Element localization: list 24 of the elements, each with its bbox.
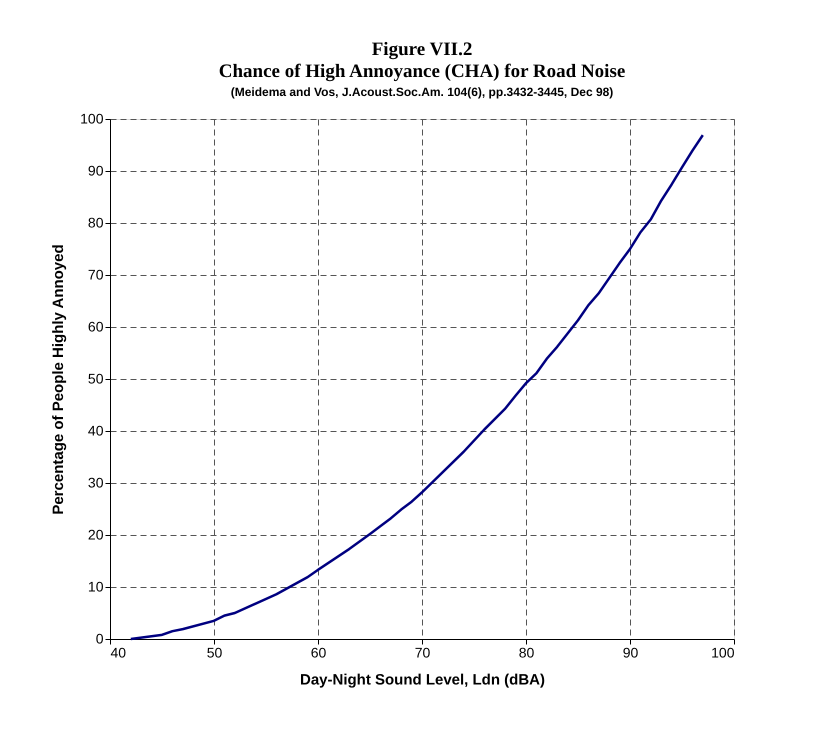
y-tick-label: 20 — [88, 526, 104, 542]
y-tick-label: 80 — [88, 214, 104, 230]
y-tick-label: 60 — [88, 318, 104, 334]
line-series — [130, 134, 704, 640]
x-tick-label: 60 — [310, 644, 326, 660]
chart-title: Figure VII.2 — [372, 39, 472, 60]
x-tick-label: 70 — [414, 644, 430, 660]
y-tick-label: 10 — [88, 578, 104, 594]
text: (Meidema and Vos, J.Acoust.Soc.Am. 104(6), pp.3432-3445, Dec 98) — [230, 85, 614, 99]
x-tick-label: 80 — [518, 644, 534, 660]
y-tick-label: 50 — [88, 370, 104, 386]
x-tick-label: 100 — [711, 644, 735, 660]
y-tick-label: 70 — [88, 266, 104, 282]
y-tick-label: 100 — [80, 110, 104, 126]
y-axis-title: Percentage of People Highly Annoyed — [50, 244, 68, 515]
x-tick-label: 90 — [622, 644, 638, 660]
y-tick-label: 40 — [88, 422, 104, 438]
x-tick-label: 40 — [110, 644, 126, 660]
y-tick-label: 90 — [88, 162, 104, 178]
y-tick-label: 0 — [96, 630, 104, 646]
y-tick-label: 30 — [88, 474, 104, 490]
chart-subtitle: Chance of High Annoyance (CHA) for Road Noise — [218, 61, 626, 82]
x-axis-title: Day-Night Sound Level, Ldn (dBA) — [300, 672, 545, 688]
x-tick-label: 50 — [206, 644, 222, 660]
